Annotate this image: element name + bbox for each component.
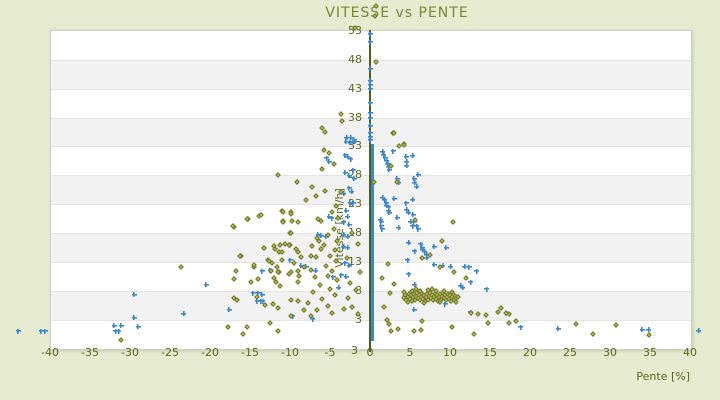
data-point-plus: [15, 328, 21, 334]
grid-band: [51, 146, 691, 176]
data-point-plus: [38, 328, 44, 334]
x-axis-title: Pente [%]: [636, 370, 690, 383]
x-tick-label: 40: [683, 346, 697, 359]
grid-band: [51, 88, 691, 118]
x-tick-label: -35: [81, 346, 99, 359]
y-tick-label: 3: [355, 312, 362, 326]
y-axis-title: Vitesse [km/h]: [333, 188, 346, 268]
x-tick-label: 25: [563, 346, 577, 359]
grid-band: [51, 204, 691, 233]
x-tick-label: 30: [603, 346, 617, 359]
grid-band: [51, 59, 691, 89]
y-tick-label: 53: [348, 24, 362, 37]
x-tick-label: -15: [241, 346, 259, 359]
data-point-plus: [696, 328, 702, 334]
grid-band: [51, 117, 691, 147]
x-tick-label: -5: [324, 346, 336, 359]
grid-band: [51, 175, 691, 205]
x-tick-label: -40: [41, 346, 59, 359]
x-tick-label: -10: [281, 346, 299, 359]
grid-band: [51, 290, 691, 320]
grid-band: [51, 319, 691, 349]
x-tick-label: -25: [161, 346, 179, 359]
x-tick-label: -20: [201, 346, 219, 359]
x-tick-label: 35: [643, 346, 657, 359]
x-tick-label: -30: [121, 346, 139, 359]
x-tick-label: 20: [523, 346, 537, 359]
y-tick-label: 48: [348, 52, 362, 66]
x-tick-label: 10: [443, 346, 457, 359]
grid-band: [51, 31, 691, 60]
chart-title: VITESSE vs PENTE: [325, 5, 469, 21]
data-point-plus: [42, 328, 48, 334]
x-tick-label: 15: [483, 346, 497, 359]
plot-area: [50, 30, 692, 350]
x-tick-label: 5: [406, 346, 414, 359]
grid-band: [51, 261, 691, 291]
y-tick-label: 33: [348, 139, 362, 153]
y-tick-label: 38: [348, 110, 362, 124]
x-tick-label: 0: [366, 346, 374, 359]
grid-band: [51, 232, 691, 262]
y-tick-label: 8: [355, 283, 362, 297]
y-tick-label: 43: [348, 81, 362, 95]
y-axis-min-label: 3: [351, 344, 358, 357]
